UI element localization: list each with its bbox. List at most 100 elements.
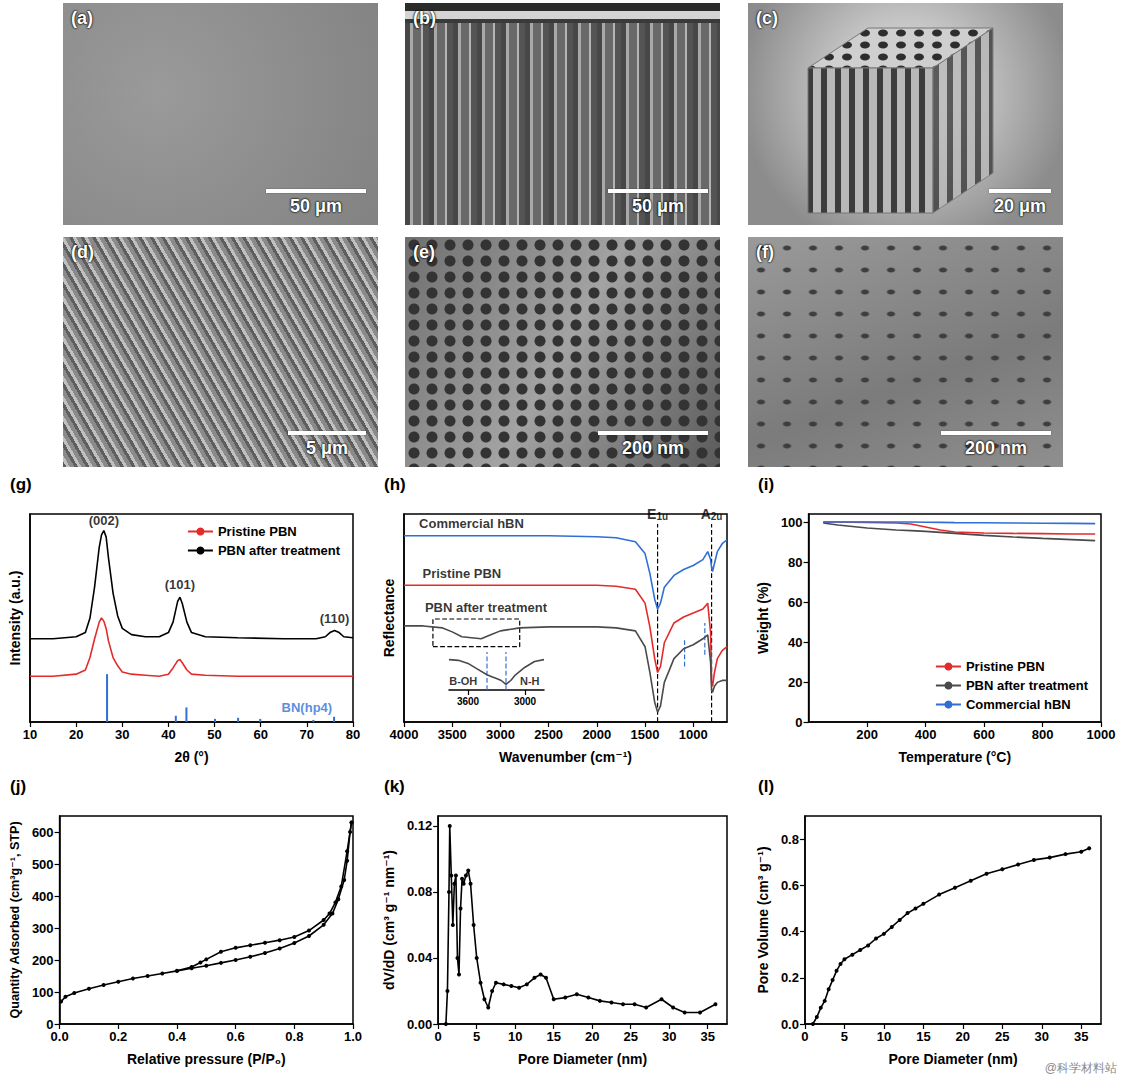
- svg-text:40: 40: [788, 635, 802, 650]
- svg-text:30: 30: [1035, 1029, 1049, 1044]
- svg-text:35: 35: [1074, 1029, 1088, 1044]
- svg-text:Intensity (a.u.): Intensity (a.u.): [7, 571, 23, 666]
- svg-text:0.0: 0.0: [781, 1017, 799, 1032]
- svg-text:2500: 2500: [534, 727, 563, 742]
- svg-text:0.08: 0.08: [407, 884, 432, 899]
- svg-text:3600: 3600: [457, 696, 480, 707]
- svg-text:400: 400: [915, 727, 937, 742]
- svg-text:1u: 1u: [656, 511, 668, 522]
- svg-text:10: 10: [508, 1029, 522, 1044]
- svg-text:0: 0: [801, 1029, 808, 1044]
- svg-text:Commercial hBN: Commercial hBN: [966, 697, 1071, 712]
- svg-text:400: 400: [32, 889, 54, 904]
- svg-text:20: 20: [69, 727, 83, 742]
- svg-text:1000: 1000: [679, 727, 708, 742]
- svg-text:Commercial hBN: Commercial hBN: [419, 516, 524, 531]
- svg-text:PBN after treatment: PBN after treatment: [425, 600, 548, 615]
- svg-text:10: 10: [877, 1029, 891, 1044]
- svg-text:20: 20: [788, 675, 802, 690]
- svg-text:A: A: [701, 506, 711, 522]
- svg-text:Weight (%): Weight (%): [755, 582, 771, 654]
- svg-text:80: 80: [788, 555, 802, 570]
- svg-text:1000: 1000: [1087, 727, 1116, 742]
- svg-text:25: 25: [623, 1029, 637, 1044]
- svg-text:5: 5: [841, 1029, 848, 1044]
- svg-text:dV/dD (cm³ g⁻¹ nm⁻¹): dV/dD (cm³ g⁻¹ nm⁻¹): [381, 850, 397, 990]
- svg-text:0.4: 0.4: [168, 1029, 187, 1044]
- svg-text:0: 0: [435, 1029, 442, 1044]
- svg-text:25: 25: [995, 1029, 1009, 1044]
- svg-text:Quantity Adsorbed (cm³g⁻¹, STP: Quantity Adsorbed (cm³g⁻¹, STP): [8, 821, 22, 1018]
- svg-text:2θ (°): 2θ (°): [174, 749, 208, 765]
- svg-text:Relative pressure (P/P₀): Relative pressure (P/P₀): [127, 1051, 286, 1067]
- svg-text:60: 60: [788, 595, 802, 610]
- svg-text:Pore Diameter (nm): Pore Diameter (nm): [888, 1051, 1017, 1067]
- svg-text:B-OH: B-OH: [449, 675, 477, 687]
- svg-text:10: 10: [23, 727, 37, 742]
- svg-text:80: 80: [346, 727, 360, 742]
- svg-text:3000: 3000: [514, 696, 537, 707]
- svg-text:600: 600: [973, 727, 995, 742]
- svg-text:600: 600: [32, 825, 54, 840]
- svg-text:Pristine PBN: Pristine PBN: [422, 566, 501, 581]
- svg-text:15: 15: [546, 1029, 560, 1044]
- svg-text:0.0: 0.0: [51, 1029, 69, 1044]
- svg-text:Wavenumber (cm⁻¹): Wavenumber (cm⁻¹): [499, 749, 632, 765]
- svg-text:100: 100: [781, 515, 803, 530]
- svg-text:E: E: [647, 506, 656, 522]
- svg-text:Pore Diameter (nm): Pore Diameter (nm): [518, 1051, 647, 1067]
- svg-text:20: 20: [956, 1029, 970, 1044]
- svg-text:200: 200: [32, 953, 54, 968]
- svg-text:1500: 1500: [631, 727, 660, 742]
- svg-text:30: 30: [662, 1029, 676, 1044]
- svg-text:15: 15: [916, 1029, 930, 1044]
- svg-text:Pristine PBN: Pristine PBN: [218, 524, 297, 539]
- svg-text:Pristine PBN: Pristine PBN: [966, 659, 1045, 674]
- svg-text:300: 300: [32, 921, 54, 936]
- svg-text:Reflectance: Reflectance: [381, 578, 397, 657]
- svg-text:BN(hp4): BN(hp4): [282, 700, 333, 715]
- svg-text:3000: 3000: [486, 727, 515, 742]
- svg-text:(110): (110): [320, 611, 350, 626]
- svg-text:0.6: 0.6: [227, 1029, 245, 1044]
- svg-text:Temperature (°C): Temperature (°C): [898, 749, 1011, 765]
- svg-text:0.6: 0.6: [781, 878, 799, 893]
- svg-text:60: 60: [253, 727, 267, 742]
- svg-text:3500: 3500: [438, 727, 467, 742]
- svg-text:0.4: 0.4: [781, 924, 800, 939]
- html-text:(b): (b): [413, 8, 436, 28]
- svg-text:30: 30: [115, 727, 129, 742]
- html-text:50 μm: 50 μm: [290, 196, 342, 216]
- html-text:(a): (a): [71, 8, 93, 28]
- svg-text:500: 500: [32, 857, 54, 872]
- svg-text:0.12: 0.12: [407, 818, 432, 833]
- html-text:(c): (c): [756, 8, 778, 28]
- svg-text:1.0: 1.0: [344, 1029, 362, 1044]
- svg-text:70: 70: [300, 727, 314, 742]
- svg-text:0.04: 0.04: [407, 950, 433, 965]
- svg-text:5: 5: [473, 1029, 480, 1044]
- svg-text:0.8: 0.8: [781, 832, 799, 847]
- html-text:50 μm: 50 μm: [632, 196, 684, 216]
- svg-text:(002): (002): [89, 513, 119, 528]
- svg-text:Pore Volume (cm³ g⁻¹): Pore Volume (cm³ g⁻¹): [755, 846, 771, 993]
- svg-text:40: 40: [161, 727, 175, 742]
- svg-text:20: 20: [585, 1029, 599, 1044]
- svg-text:0: 0: [795, 715, 802, 730]
- svg-text:4000: 4000: [390, 727, 419, 742]
- svg-text:PBN after treatment: PBN after treatment: [218, 543, 341, 558]
- svg-text:(101): (101): [165, 577, 195, 592]
- svg-text:0.8: 0.8: [285, 1029, 303, 1044]
- svg-text:50: 50: [207, 727, 221, 742]
- svg-text:PBN after treatment: PBN after treatment: [966, 678, 1089, 693]
- svg-text:0.00: 0.00: [407, 1017, 432, 1032]
- svg-text:2u: 2u: [711, 511, 723, 522]
- svg-text:0.2: 0.2: [109, 1029, 127, 1044]
- svg-text:200: 200: [856, 727, 878, 742]
- svg-text:100: 100: [32, 985, 54, 1000]
- svg-text:800: 800: [1032, 727, 1054, 742]
- svg-text:N-H: N-H: [520, 675, 540, 687]
- svg-text:0.2: 0.2: [781, 970, 799, 985]
- svg-text:35: 35: [701, 1029, 715, 1044]
- svg-text:2000: 2000: [582, 727, 611, 742]
